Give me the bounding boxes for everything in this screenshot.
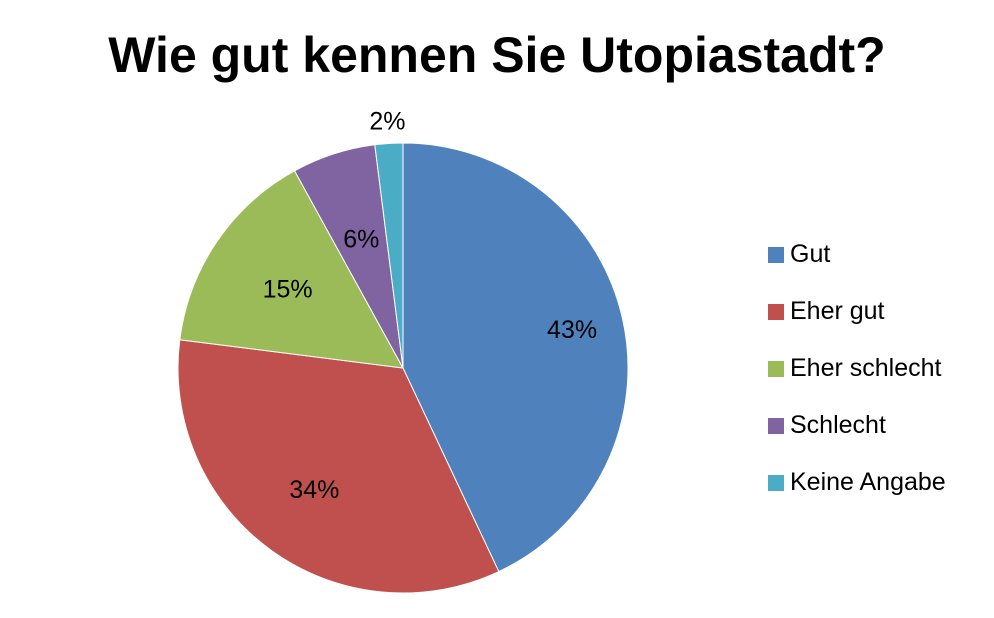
legend-label: Gut [790,240,831,268]
legend-label: Schlecht [790,411,886,439]
legend-swatch [768,303,784,320]
legend-swatch [768,360,784,377]
legend-label: Eher schlecht [790,354,942,382]
chart-title: Wie gut kennen Sie Utopiastadt? [108,27,886,83]
slice-value-label: 34% [289,476,339,504]
pie-slice-keine-angabe [374,142,404,369]
slice-value-label: 15% [263,276,313,304]
legend-item: Schlecht [768,397,946,454]
slice-value-label: 2% [369,107,405,135]
slice-labels: 43% 34% 15% 6% 2% [263,107,598,503]
pie-slice-eher-schlecht [179,170,404,369]
legend-item: Gut [768,226,946,283]
pie-slice-gut [402,142,629,573]
legend: Gut Eher gut Eher schlecht Schlecht Keine An… [768,226,946,511]
legend-swatch [768,474,784,491]
legend-swatch [768,417,784,434]
legend-swatch [768,246,784,263]
legend-item: Eher schlecht [768,340,946,397]
legend-label: Eher gut [790,297,885,325]
slice-value-label: 6% [343,226,379,254]
pie-slice-eher-gut [177,339,500,594]
legend-item: Eher gut [768,283,946,340]
slice-value-label: 43% [547,316,597,344]
pie-slices [177,142,629,594]
legend-label: Keine Angabe [790,468,946,496]
legend-item: Keine Angabe [768,454,946,511]
